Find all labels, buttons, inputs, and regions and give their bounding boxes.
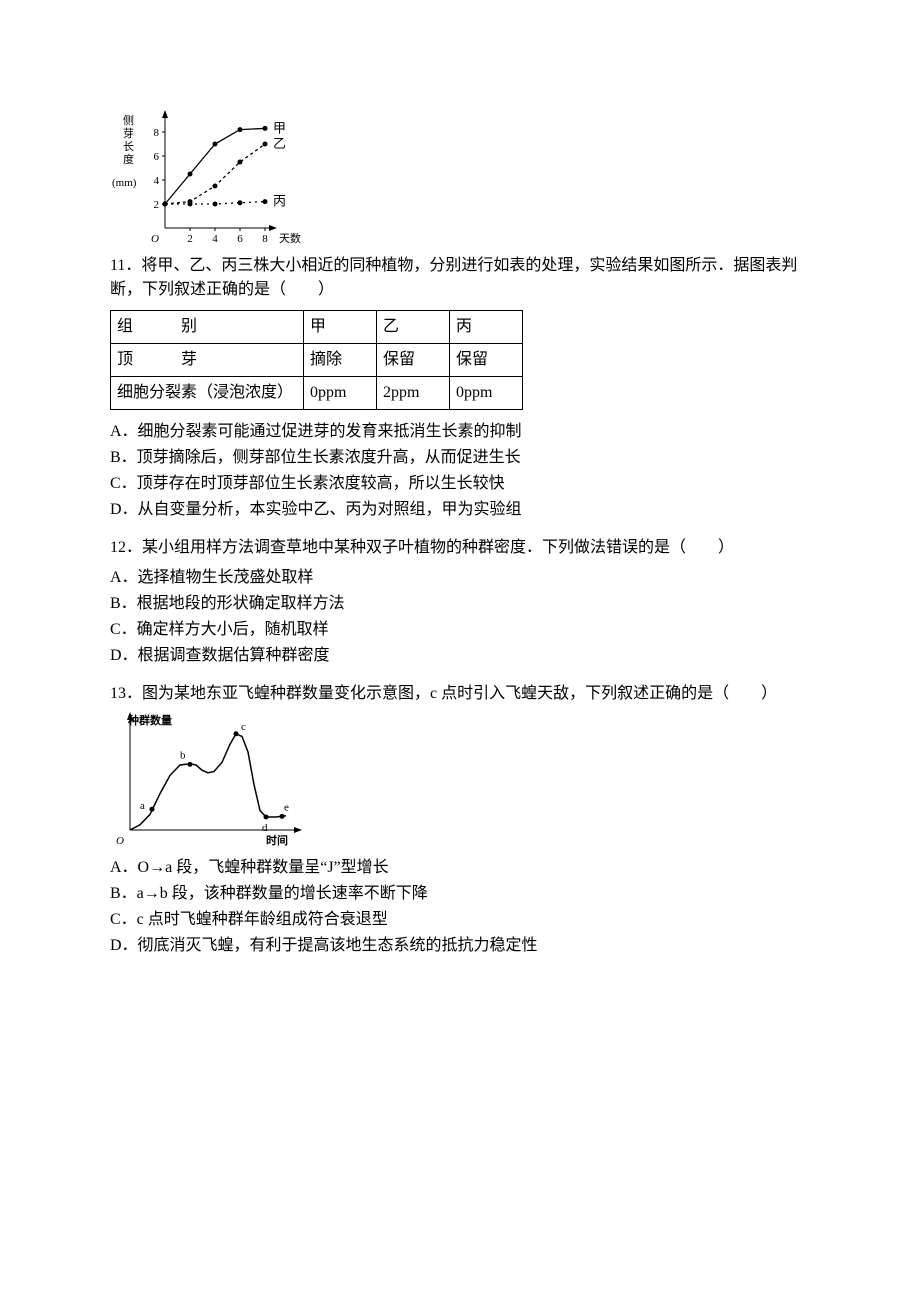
q11-choice-b: B．顶芽摘除后，侧芽部位生长素浓度升高，从而促进生长 [110,446,810,470]
q13-choice-d: D．彻底消灭飞蝗，有利于提高该地生态系统的抵抗力稳定性 [110,934,810,958]
svg-text:乙: 乙 [273,136,286,151]
q13-choice-a: A．O→a 段，飞蝗种群数量呈“J”型增长 [110,856,810,880]
q12-stem: 12．某小组用样方法调查草地中某种双子叶植物的种群密度．下列做法错误的是（ ） [110,536,810,560]
table-cell: 2ppm [377,377,450,410]
table-cell: 0ppm [304,377,377,410]
svg-text:(mm): (mm) [112,177,137,189]
svg-text:O: O [116,835,124,847]
table-cell: 顶 芽 [111,344,304,377]
q11-table: 组 别甲乙丙顶 芽摘除保留保留细胞分裂素（浸泡浓度）0ppm2ppm0ppm [110,310,523,410]
table-cell: 0ppm [450,377,523,410]
svg-text:8: 8 [262,233,268,245]
q13-choices: A．O→a 段，飞蝗种群数量呈“J”型增长 B．a→b 段，该种群数量的增长速率… [110,856,810,958]
table-cell: 甲 [304,311,377,344]
q11-chart: 2 4 6 8 2 4 6 8 O 侧芽长度 (mm) 天数 甲乙丙 [110,110,810,250]
svg-text:c: c [241,721,246,733]
svg-text:芽: 芽 [123,126,134,140]
table-cell: 丙 [450,311,523,344]
svg-text:b: b [180,749,186,761]
q11-choice-c: C．顶芽存在时顶芽部位生长素浓度较高，所以生长较快 [110,472,810,496]
q12-choices: A．选择植物生长茂盛处取样 B．根据地段的形状确定取样方法 C．确定样方大小后，… [110,566,810,668]
svg-text:6: 6 [154,151,160,163]
svg-text:O: O [151,233,159,245]
svg-text:侧: 侧 [123,114,134,127]
q13-choice-b: B．a→b 段，该种群数量的增长速率不断下降 [110,882,810,906]
svg-text:e: e [284,801,289,813]
q12-choice-a: A．选择植物生长茂盛处取样 [110,566,810,590]
q11-choice-a: A．细胞分裂素可能通过促进芽的发育来抵消生长素的抑制 [110,420,810,444]
svg-text:长: 长 [123,140,134,153]
q13-stem: 13．图为某地东亚飞蝗种群数量变化示意图，c 点时引入飞蝗天敌，下列叙述正确的是… [110,682,810,706]
table-cell: 细胞分裂素（浸泡浓度） [111,377,304,410]
table-cell: 摘除 [304,344,377,377]
svg-text:2: 2 [154,199,160,211]
svg-text:天数: 天数 [279,232,301,245]
svg-text:4: 4 [154,175,160,187]
svg-text:度: 度 [123,152,134,166]
table-cell: 保留 [377,344,450,377]
svg-text:a: a [140,800,145,812]
q11-choices: A．细胞分裂素可能通过促进芽的发育来抵消生长素的抑制 B．顶芽摘除后，侧芽部位生… [110,420,810,522]
svg-text:2: 2 [187,233,193,245]
svg-text:4: 4 [212,233,218,245]
table-cell: 乙 [377,311,450,344]
q11-choice-d: D．从自变量分析，本实验中乙、丙为对照组，甲为实验组 [110,498,810,522]
svg-text:种群数量: 种群数量 [127,713,172,727]
q12-choice-b: B．根据地段的形状确定取样方法 [110,592,810,616]
svg-text:丙: 丙 [273,194,286,209]
svg-text:时间: 时间 [266,833,288,847]
q12-choice-c: C．确定样方大小后，随机取样 [110,618,810,642]
table-cell: 组 别 [111,311,304,344]
table-cell: 保留 [450,344,523,377]
svg-text:d: d [262,822,268,834]
q12-choice-d: D．根据调查数据估算种群密度 [110,644,810,668]
q11-stem: 11．将甲、乙、丙三株大小相近的同种植物，分别进行如表的处理，实验结果如图所示．… [110,254,810,302]
svg-text:甲: 甲 [273,120,286,135]
q13-chart: O 种群数量时间 a b c d e [110,712,810,852]
svg-text:8: 8 [154,127,160,139]
q13-choice-c: C．c 点时飞蝗种群年龄组成符合衰退型 [110,908,810,932]
svg-text:6: 6 [237,233,243,245]
